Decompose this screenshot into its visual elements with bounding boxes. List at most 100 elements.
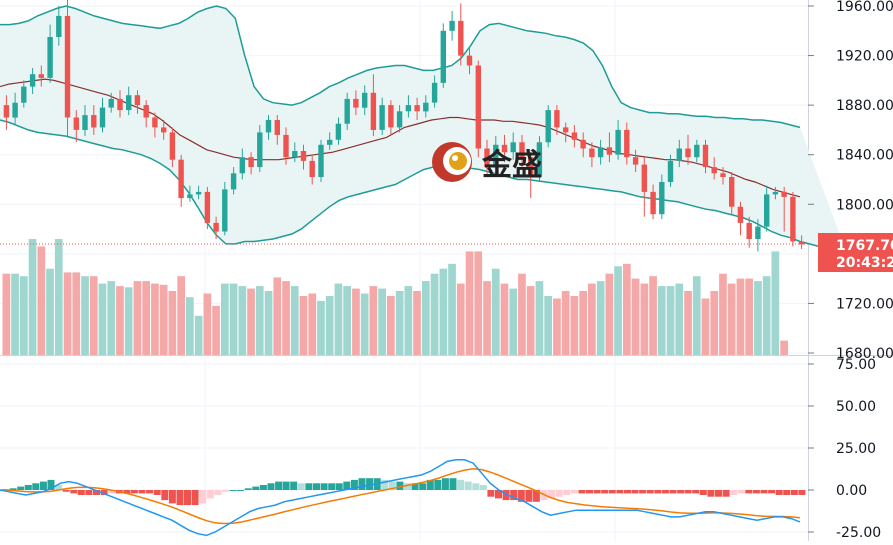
macd-histogram-bar — [17, 486, 25, 490]
macd-histogram-bar — [381, 479, 389, 490]
volume-bar — [317, 300, 325, 355]
candle — [641, 157, 647, 217]
candle-body — [353, 98, 359, 108]
candle-body — [169, 132, 176, 160]
macd-histogram-bar — [176, 490, 184, 506]
volume-bar — [596, 281, 605, 355]
candle — [737, 201, 744, 236]
volume-bar — [46, 268, 54, 355]
macd-histogram-bar — [457, 479, 465, 490]
candle-body — [143, 105, 149, 118]
macd-tick-label: -25.00 — [836, 525, 881, 541]
candle-body — [379, 105, 385, 130]
candle-body — [230, 173, 237, 190]
candle-body — [563, 127, 569, 133]
candle-body — [737, 206, 744, 223]
candle — [126, 86, 132, 116]
candle — [117, 90, 123, 118]
candle-body — [466, 55, 473, 66]
candle — [545, 105, 551, 148]
volume-bar — [2, 273, 11, 355]
candle-body — [501, 144, 508, 153]
volume-bar — [456, 283, 465, 355]
volume-bar — [221, 283, 229, 355]
candle — [440, 23, 446, 88]
volume-bar — [649, 276, 657, 355]
volume-bar — [430, 273, 439, 355]
volume-bar — [308, 293, 317, 355]
candle — [134, 90, 141, 114]
macd-histogram-bar — [320, 483, 328, 490]
macd-tick-label: 50.00 — [836, 399, 876, 415]
macd-histogram-bar — [495, 490, 502, 499]
volume-bar — [579, 291, 587, 355]
macd-histogram-bar — [487, 490, 495, 497]
macd-histogram-bar — [426, 479, 434, 490]
candle-body — [694, 144, 700, 158]
volume-bar — [518, 273, 526, 355]
candle-body — [764, 194, 770, 227]
candle — [3, 95, 10, 130]
volume-bar — [63, 272, 72, 355]
macd-histogram-bar — [168, 490, 176, 504]
candle — [283, 127, 289, 165]
volume-bar — [89, 276, 98, 355]
macd-histogram-bar — [570, 490, 578, 494]
candle — [187, 185, 193, 202]
volume-bar — [561, 291, 570, 355]
macd-histogram-bar — [586, 490, 593, 494]
candle-body — [309, 160, 315, 177]
volume-bar — [771, 251, 780, 355]
candle — [362, 85, 368, 116]
volume-bar — [229, 283, 238, 355]
macd-histogram-bar — [730, 490, 738, 495]
candle-body — [641, 164, 647, 192]
volume-bar — [727, 283, 736, 355]
candle — [458, 3, 464, 66]
macd-histogram-bar — [9, 488, 17, 490]
macd-histogram-bar — [411, 483, 419, 490]
macd-histogram-bar — [517, 490, 525, 502]
candle-body — [632, 157, 639, 165]
macd-histogram-bar — [760, 490, 768, 494]
candle — [781, 186, 787, 232]
volume-bar — [54, 239, 63, 355]
candle-body — [222, 189, 228, 232]
candle-body — [606, 147, 613, 155]
candle — [667, 154, 674, 187]
candle — [239, 148, 245, 180]
candle — [694, 139, 700, 163]
candle — [257, 125, 263, 173]
candle-body — [283, 134, 289, 158]
candle-body — [475, 65, 481, 149]
volume-bar — [369, 286, 378, 355]
macd-histogram-bar — [267, 483, 275, 490]
volume-bar — [588, 283, 596, 355]
macd-histogram-bar — [259, 485, 267, 490]
candle — [152, 112, 158, 138]
volume-bar — [640, 283, 649, 355]
logo-core-icon — [449, 152, 467, 170]
price-tick-label: 1960.00 — [836, 0, 893, 15]
macd-histogram-bar — [328, 483, 336, 490]
volume-bar — [98, 283, 107, 355]
macd-histogram-bar — [646, 490, 654, 494]
candle-body — [64, 15, 71, 118]
volume-bar — [526, 286, 535, 355]
macd-histogram-bar — [639, 490, 647, 494]
candle — [161, 120, 167, 140]
macd-histogram-bar — [677, 490, 685, 494]
candle-body — [344, 98, 350, 124]
candle — [274, 115, 280, 145]
macd-histogram-bar — [578, 490, 586, 494]
volume-bar — [151, 283, 159, 355]
candle-body — [99, 107, 106, 128]
macd-histogram-bar — [350, 479, 358, 490]
macd-histogram-bar — [790, 490, 798, 495]
macd-histogram-bar — [252, 486, 260, 490]
candle-body — [91, 115, 97, 128]
candle — [466, 48, 473, 75]
macd-histogram-bar — [39, 481, 47, 490]
candle — [589, 142, 595, 168]
